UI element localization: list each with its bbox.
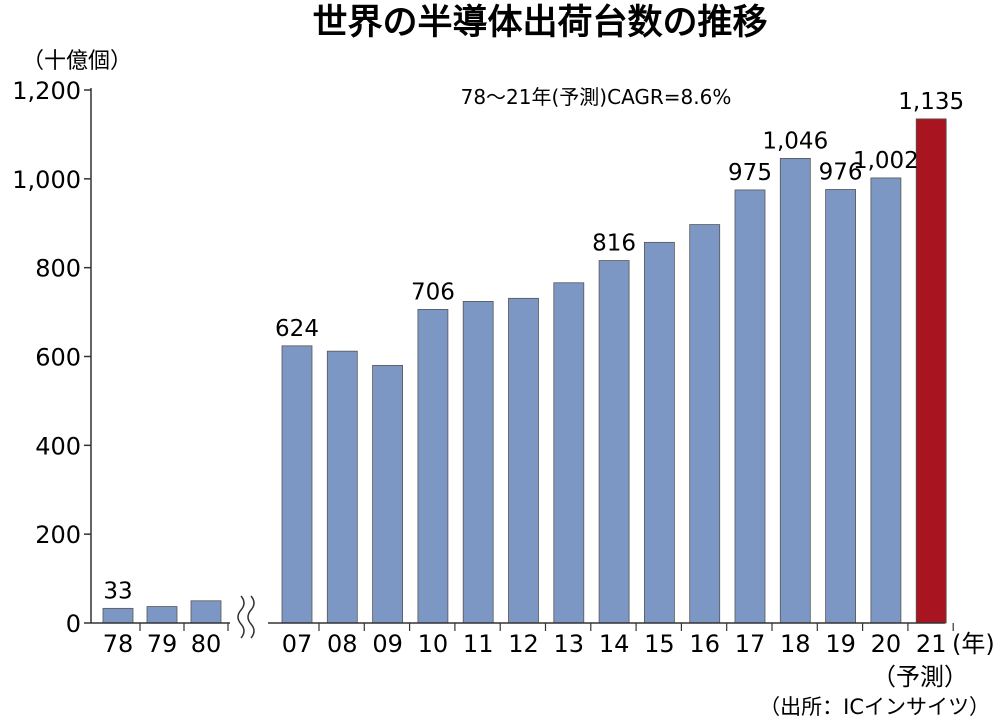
bar [462,301,494,624]
forecast-note: （予測） [872,663,968,691]
bar [553,282,585,624]
axis-break-mark [237,595,245,639]
bar [190,600,222,624]
x-tick-label: 18 [780,630,811,658]
bar [734,189,766,624]
bar [508,297,539,624]
x-tick-label: 78 [103,630,134,658]
bar [779,158,811,624]
x-tick-label: 80 [191,630,222,658]
bars [102,118,947,624]
x-tick-label: 07 [282,630,313,658]
y-axis: 0 200 400 600 800 1,000 1,200 [12,77,92,638]
x-tick-label: 20 [871,630,902,658]
x-tick-label: 09 [372,630,403,658]
bar [689,224,721,624]
bar-forecast [915,118,947,624]
data-label: 706 [411,279,455,305]
y-axis-unit: （十億個） [22,49,132,74]
y-tick-label: 1,200 [12,77,81,105]
x-tick-label: 16 [689,630,720,658]
cagr-annotation: 78～21年(予測)CAGR=8.6% [461,85,732,109]
source-note: （出所：ICインサイツ） [759,695,990,719]
data-label: 976 [819,159,863,185]
data-label: 816 [592,231,636,257]
x-tick-label: 12 [508,630,539,658]
x-tick-label: 08 [327,630,358,658]
x-tick-label: 13 [554,630,585,658]
bar [825,189,856,624]
data-label: 1,135 [898,89,964,115]
x-axis-unit: (年) [952,630,995,658]
x-tick-label: 14 [599,630,630,658]
y-tick-label: 0 [66,610,81,638]
data-label: 33 [103,578,132,604]
x-tick-label: 15 [644,630,675,658]
data-label: 975 [728,160,772,186]
bar [146,606,178,624]
y-tick-label: 200 [35,521,81,549]
chart-title: 世界の半導体出荷台数の推移 [312,3,767,43]
x-tick-label: 79 [147,630,178,658]
bar [417,309,449,624]
bar [644,241,675,624]
data-label: 624 [275,316,319,342]
x-tick-label: 21 [916,630,947,658]
y-tick-label: 1,000 [12,166,81,194]
y-tick-label: 400 [35,432,81,460]
y-tick-label: 600 [35,344,81,372]
x-axis: 78 79 80 07 08 09 10 11 12 13 14 15 16 17 18 19 20 21 [91,595,954,658]
bar [870,177,902,624]
bar [326,350,358,624]
x-tick-label: 11 [463,630,494,658]
bar [372,364,404,624]
x-tick-label: 19 [825,630,856,658]
data-label: 1,002 [853,148,919,174]
axis-break-mark [247,595,255,639]
data-label: 1,046 [762,128,828,154]
bar [102,607,134,624]
bar [281,345,313,624]
y-tick-label: 800 [35,255,81,283]
bar [598,260,630,624]
x-tick-label: 10 [418,630,449,658]
x-tick-label: 17 [735,630,766,658]
